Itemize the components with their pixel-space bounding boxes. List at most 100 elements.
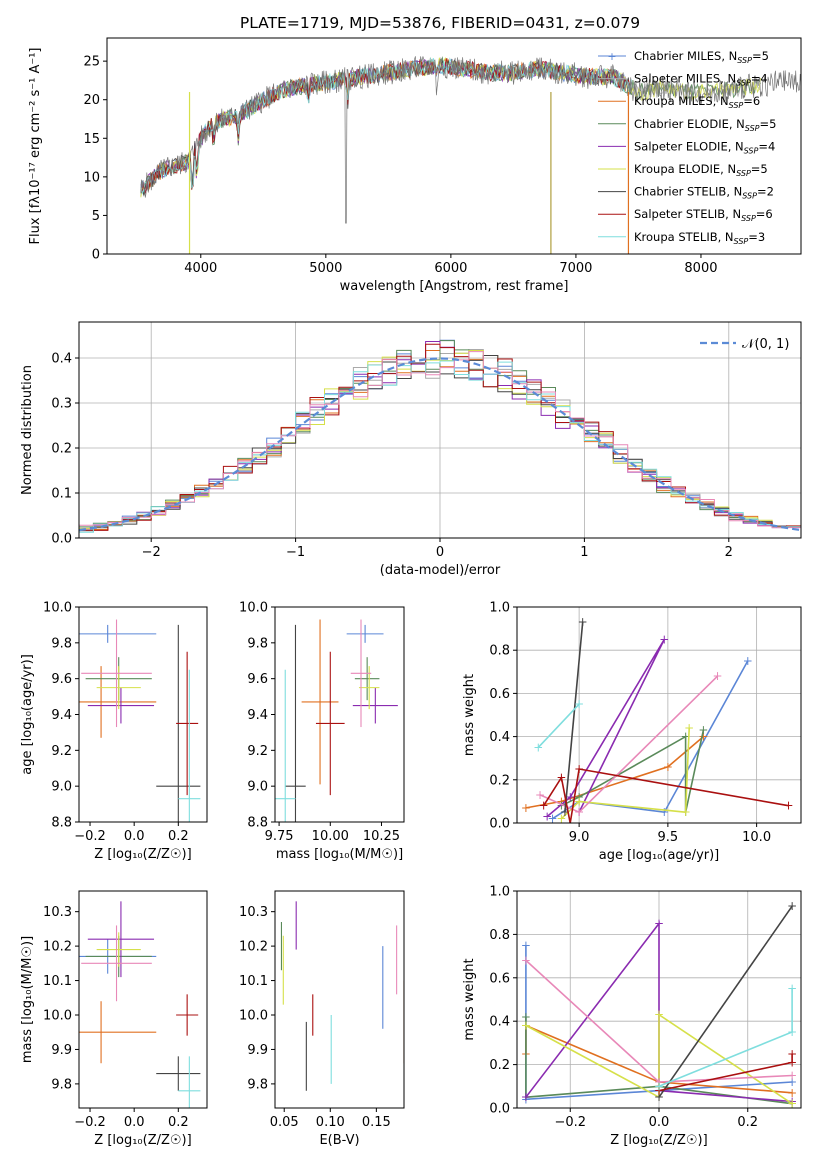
legend-marker: + [607, 50, 616, 63]
x-tick-label: 5000 [309, 261, 342, 276]
weight-marker: + [574, 762, 584, 776]
legend-text: Salpeter ELODIE, N [634, 139, 744, 153]
legend-val: =5 [751, 162, 768, 176]
legend-sub: SSP [734, 237, 749, 246]
y-tick-label: 10.0 [43, 601, 72, 616]
x-tick-label: 9.0 [569, 830, 590, 845]
axes-frame [516, 890, 802, 1109]
y-tick-label: 10.1 [43, 974, 72, 989]
x-tick-label: 0.2 [737, 1115, 758, 1130]
legend-sub: SSP [744, 146, 759, 155]
weight-marker: + [654, 1079, 664, 1093]
weight-marker: + [574, 794, 584, 808]
x-tick-label: 9.75 [265, 829, 294, 844]
y-tick-label: 0.2 [51, 442, 72, 457]
x-tick-label: 8000 [684, 261, 717, 276]
x-tick-label: −0.2 [74, 829, 106, 844]
legend-label: 𝒩(0, 1) [742, 337, 789, 352]
x-tick-label: 0.15 [362, 1115, 391, 1130]
y-tick-label: 9.8 [51, 636, 72, 651]
legend-sub: SSP [745, 124, 760, 133]
y-tick-label: 0.2 [489, 773, 510, 788]
y-tick-label: 9.9 [51, 1043, 72, 1058]
weight-marker: + [556, 812, 566, 826]
weight-marker: + [787, 1068, 797, 1082]
x-tick-label: 0.2 [168, 829, 189, 844]
weight-marker: + [654, 917, 664, 931]
y-tick-label: 1.0 [489, 601, 510, 616]
axes-frame [274, 606, 405, 823]
weight-line-salpeter-stelib [658, 1053, 793, 1092]
plot-area-mass-vs-Z [79, 901, 201, 1108]
legend-val: =4 [758, 139, 775, 153]
weight-marker: + [698, 730, 708, 744]
x-tick-label: 6000 [434, 261, 467, 276]
weight-marker: + [654, 1084, 664, 1098]
weight-marker: + [681, 730, 691, 744]
x-tick-label: 10.00 [312, 829, 349, 844]
y-tick-label: 10.2 [239, 940, 268, 955]
x-tick-label: 0 [436, 545, 444, 560]
weight-line-chabrier-stelib [564, 622, 584, 813]
weight-marker: + [535, 788, 545, 802]
plot-area-mass-vs-EBV [280, 901, 404, 1091]
axes-frame [78, 890, 208, 1109]
weight-marker: + [787, 1075, 797, 1089]
legend-val: =2 [757, 185, 774, 199]
y-tick-label: 9.2 [51, 744, 72, 759]
x-tick-label: 4000 [184, 261, 217, 276]
weight-marker: + [521, 1090, 531, 1104]
y-tick-label: 9.6 [247, 672, 268, 687]
weight-marker: + [654, 1008, 664, 1022]
weight-marker: + [713, 669, 723, 683]
legend-label: Kroupa MILES, NSSP=6 [634, 94, 760, 110]
y-tick-label: 9.0 [247, 780, 268, 795]
weight-marker: + [787, 982, 797, 996]
y-tick-label: 15 [83, 132, 100, 147]
weight-line-chabrier-stelib [658, 905, 793, 1098]
weight-marker: + [556, 771, 566, 785]
weight-marker: + [547, 812, 557, 826]
weight-marker: + [654, 1090, 664, 1104]
y-axis-label: mass weight [462, 674, 477, 756]
weight-marker: + [787, 1097, 797, 1111]
weight-marker: + [787, 1097, 797, 1111]
figure-title: PLATE=1719, MJD=53876, FIBERID=0431, z=0… [240, 14, 640, 32]
weight-line-kroupa-miles [525, 735, 704, 809]
legend-sub: SSP [737, 56, 752, 65]
y-tick-label: 0.1 [51, 487, 72, 502]
x-axis-label: E(B-V) [319, 1133, 359, 1148]
weight-marker: + [698, 723, 708, 737]
y-tick-label: 5 [92, 209, 100, 224]
weight-marker: + [542, 810, 552, 824]
weight-marker: + [574, 790, 584, 804]
weight-marker: + [787, 899, 797, 913]
x-tick-label: 7000 [559, 261, 592, 276]
weight-marker: + [787, 1047, 797, 1061]
y-tick-label: 9.2 [247, 744, 268, 759]
weight-marker: + [560, 805, 570, 819]
y-tick-label: 10.3 [239, 905, 268, 920]
y-tick-label: 10.3 [43, 905, 72, 920]
legend-label: Salpeter MILES, NSSP=4 [634, 72, 768, 88]
legend-text: Kroupa STELIB, N [634, 230, 734, 244]
y-tick-label: 0 [92, 248, 100, 263]
y-tick-label: 9.9 [247, 1043, 268, 1058]
y-tick-label: 0.8 [489, 928, 510, 943]
legend-label: Chabrier STELIB, NSSP=2 [634, 185, 774, 201]
x-tick-label: 2 [725, 545, 733, 560]
y-tick-label: 0.6 [489, 687, 510, 702]
weight-marker: + [659, 805, 669, 819]
x-axis-label: Z [log₁₀(Z/Z☉)] [94, 847, 191, 862]
legend-val: =5 [752, 49, 769, 63]
weight-marker: + [521, 1010, 531, 1024]
x-axis-label: (data-model)/error [380, 563, 501, 578]
y-tick-label: 0.6 [489, 971, 510, 986]
weight-marker: + [574, 805, 584, 819]
y-axis-label: mass weight [462, 958, 477, 1040]
y-tick-label: 0.4 [489, 730, 510, 745]
y-tick-label: 0.3 [51, 397, 72, 412]
weight-line-chabrier-elodie [525, 1016, 793, 1105]
y-tick-label: 25 [83, 55, 100, 70]
